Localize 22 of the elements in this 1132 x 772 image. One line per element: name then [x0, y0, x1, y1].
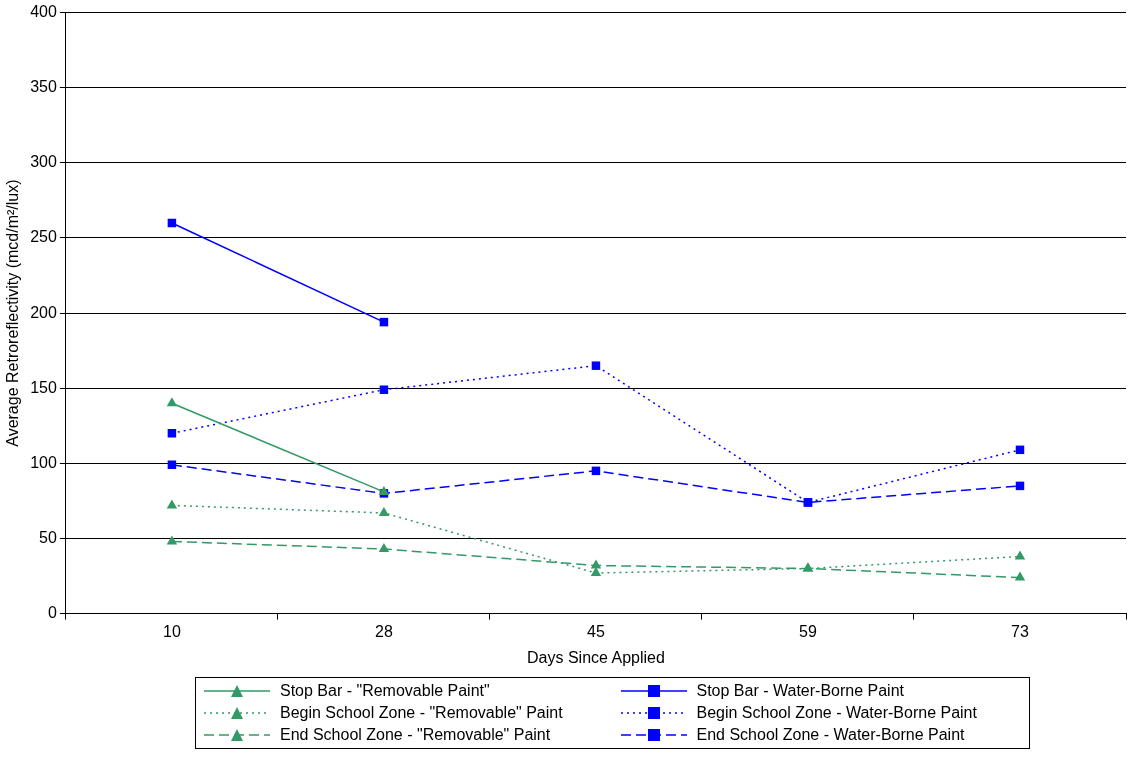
legend-label: Stop Bar - "Removable Paint" — [280, 682, 490, 700]
legend-label: End School Zone - "Removable" Paint — [280, 726, 551, 744]
y-tick-label: 350 — [30, 78, 57, 96]
legend-label: End School Zone - Water-Borne Paint — [696, 726, 965, 744]
y-tick-label: 0 — [47, 604, 57, 622]
y-tick-label: 100 — [30, 453, 57, 471]
y-tick-label: 150 — [30, 378, 57, 396]
x-tick-label: 59 — [799, 622, 817, 640]
y-axis-title: Average Retroreflectivity (mcd/m²/lux) — [4, 179, 22, 447]
x-tick-label: 28 — [375, 622, 393, 640]
legend-label: Begin School Zone - "Removable" Paint — [280, 704, 563, 722]
y-tick-label: 400 — [30, 3, 57, 21]
legend-label: Stop Bar - Water-Borne Paint — [696, 682, 904, 700]
legend-label: Begin School Zone - Water-Borne Paint — [696, 704, 977, 722]
x-tick-label: 10 — [163, 622, 181, 640]
y-tick-label: 300 — [30, 153, 57, 171]
x-tick-label: 45 — [587, 622, 605, 640]
y-tick-label: 200 — [30, 303, 57, 321]
y-tick-label: 250 — [30, 228, 57, 246]
x-tick-label: 73 — [1011, 622, 1029, 640]
x-axis-title: Days Since Applied — [527, 648, 665, 666]
y-tick-label: 50 — [39, 528, 57, 546]
